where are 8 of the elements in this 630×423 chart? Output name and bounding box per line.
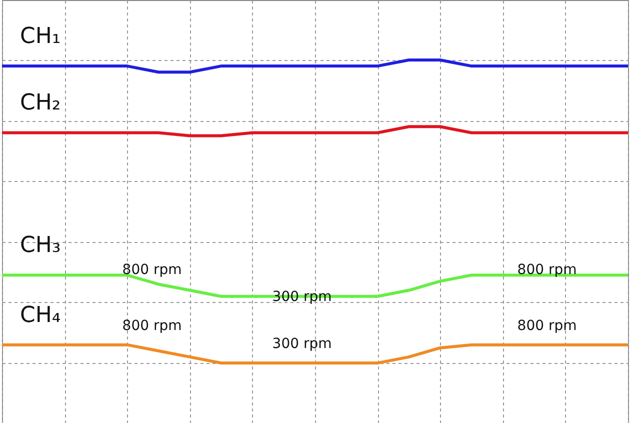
annotation: 800 rpm	[122, 318, 182, 334]
annotation: 800 rpm	[517, 318, 577, 334]
annotation: 800 rpm	[122, 262, 182, 278]
series-label: CH₄	[20, 302, 61, 328]
series-label: CH₂	[20, 90, 61, 116]
series-label: CH₁	[20, 24, 61, 50]
annotation: 300 rpm	[272, 336, 332, 352]
series-label: CH₃	[20, 233, 61, 258]
